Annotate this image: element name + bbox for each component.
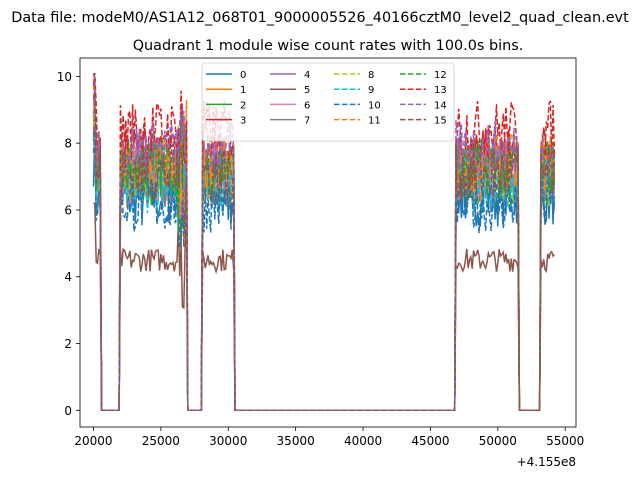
- legend-label-7: 7: [304, 116, 310, 127]
- series-line-15: [92, 91, 556, 412]
- y-axis: 0 2 4 6 8 10: [57, 70, 80, 418]
- x-tick-label: 45000: [411, 434, 449, 448]
- legend-label-4: 4: [304, 70, 310, 81]
- x-tick-label: 40000: [344, 434, 382, 448]
- chart-title: Quadrant 1 module wise count rates with …: [133, 38, 524, 54]
- y-tick-label: 4: [64, 270, 72, 284]
- x-tick-label: 20000: [74, 434, 112, 448]
- x-tick-label: 25000: [142, 434, 180, 448]
- legend-label-13: 13: [434, 85, 447, 96]
- x-tick-label: 35000: [277, 434, 315, 448]
- legend-label-10: 10: [368, 100, 381, 111]
- x-axis: 20000 25000 30000 35000 40000 45000 50000 55000: [74, 427, 584, 448]
- legend-label-0: 0: [240, 70, 246, 81]
- legend-label-15: 15: [434, 116, 447, 127]
- legend-label-5: 5: [304, 85, 310, 96]
- legend-label-12: 12: [434, 70, 447, 81]
- legend-box: [201, 62, 455, 142]
- x-tick-label: 55000: [546, 434, 584, 448]
- series-line-5: [93, 202, 555, 412]
- legend-label-2: 2: [240, 100, 246, 111]
- legend-label-1: 1: [240, 85, 246, 96]
- y-tick-label: 10: [57, 70, 72, 84]
- legend-label-9: 9: [368, 85, 374, 96]
- legend-label-11: 11: [368, 116, 381, 127]
- plot-area: [92, 72, 556, 412]
- y-tick-label: 8: [64, 137, 72, 151]
- y-tick-label: 2: [64, 337, 72, 351]
- series-line-14: [92, 72, 555, 412]
- legend-label-8: 8: [368, 70, 374, 81]
- chart-suptitle: Data file: modeM0/AS1A12_068T01_90000055…: [11, 10, 629, 26]
- legend-label-3: 3: [240, 116, 246, 127]
- x-tick-label: 50000: [479, 434, 517, 448]
- x-tick-label: 30000: [209, 434, 247, 448]
- legend-label-14: 14: [434, 100, 447, 111]
- series-line-12: [92, 82, 556, 412]
- y-tick-label: 6: [64, 203, 72, 217]
- x-axis-offset-label: +4.155e8: [517, 455, 576, 469]
- y-tick-label: 0: [64, 404, 72, 418]
- legend-label-6: 6: [304, 100, 310, 111]
- plot-frame: [79, 57, 577, 428]
